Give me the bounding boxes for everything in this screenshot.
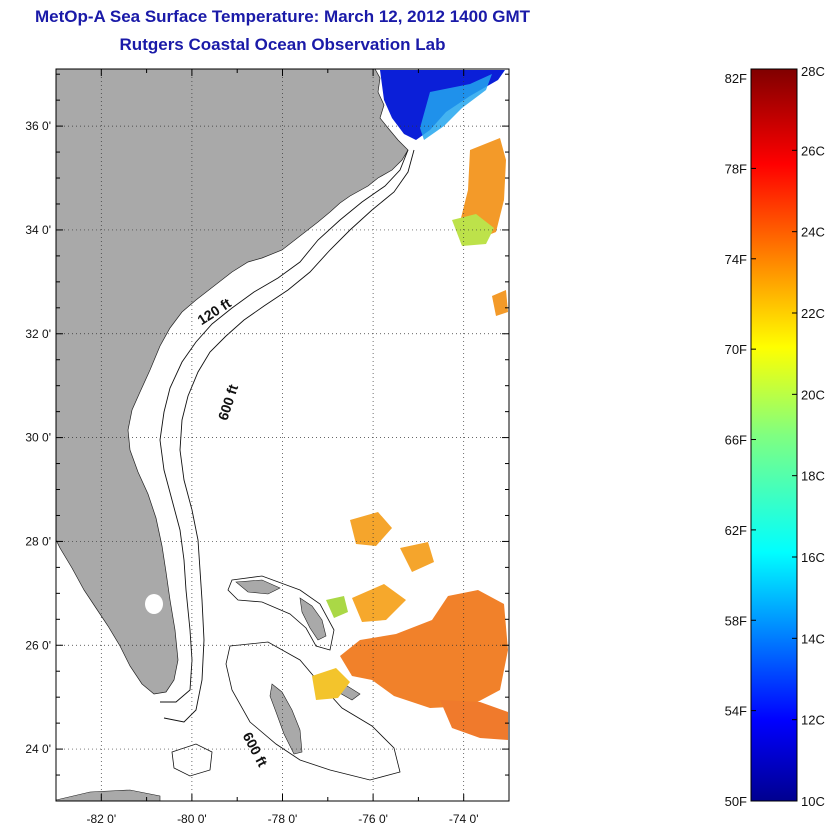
contour-120ft bbox=[159, 149, 409, 703]
sst-patch-orange-ne bbox=[460, 138, 506, 240]
contour-great-bahama-bank bbox=[225, 641, 401, 781]
contour-cay-sal bbox=[171, 743, 213, 777]
lat-tick-label: 34 0' bbox=[25, 223, 51, 237]
land-bahamas-grand bbox=[235, 579, 281, 595]
colorbar-label-f: 58F bbox=[725, 613, 747, 628]
lat-tick-label: 30 0' bbox=[25, 431, 51, 445]
colorbar-label-c: 14C bbox=[801, 631, 825, 646]
lat-tick-label: 28 0' bbox=[25, 534, 51, 548]
colorbar-label-c: 10C bbox=[801, 794, 825, 809]
land-bahamas-andros bbox=[269, 683, 303, 755]
lat-tick-label: 32 0' bbox=[25, 327, 51, 341]
map-subtitle: Rutgers Coastal Ocean Observation Lab bbox=[119, 35, 446, 54]
colorbar-label-f: 50F bbox=[725, 794, 747, 809]
lon-tick-label: -82 0' bbox=[86, 812, 116, 826]
map-title: MetOp-A Sea Surface Temperature: March 1… bbox=[34, 7, 531, 26]
colorbar-label-f: 74F bbox=[725, 252, 747, 267]
lat-tick-label: 24 0' bbox=[25, 742, 51, 756]
colorbar-gradient bbox=[750, 68, 798, 802]
colorbar-label-c: 18C bbox=[801, 469, 825, 484]
colorbar-label-f: 54F bbox=[725, 704, 747, 719]
colorbar-label-c: 12C bbox=[801, 713, 825, 728]
contour-600ft bbox=[163, 149, 415, 723]
colorbar-label-c: 24C bbox=[801, 225, 825, 240]
lon-tick-label: -76 0' bbox=[358, 812, 388, 826]
sst-patch-orange-south bbox=[440, 700, 508, 740]
colorbar-label-f: 66F bbox=[725, 433, 747, 448]
lon-tick-label: -80 0' bbox=[177, 812, 207, 826]
lon-tick-label: -78 0' bbox=[268, 812, 298, 826]
sst-patch-orange-scatter-2 bbox=[400, 542, 434, 572]
contour-label: 120 ft bbox=[194, 295, 234, 329]
sst-patch-orange-scatter-3 bbox=[352, 584, 406, 622]
colorbar-label-c: 22C bbox=[801, 306, 825, 321]
colorbar-label-c: 20C bbox=[801, 387, 825, 402]
lon-tick-label: -74 0' bbox=[449, 812, 479, 826]
lat-tick-label: 26 0' bbox=[25, 638, 51, 652]
colorbar-top-label-c: 28C bbox=[801, 64, 825, 79]
lat-tick-label: 36 0' bbox=[25, 119, 51, 133]
sst-patch-yellow-west bbox=[312, 668, 350, 700]
land-us-coast bbox=[56, 69, 409, 695]
contour-label: 600 ft bbox=[215, 382, 242, 422]
contour-bahamas-bank bbox=[227, 575, 335, 651]
sst-patch-cyan-north bbox=[420, 74, 492, 140]
colorbar-ticks: 78F 74F 70F 66F 62F 58F 54F 50F 26C 24C 22C 20C 18C 1… bbox=[725, 143, 825, 809]
land-bahamas-abaco bbox=[299, 597, 327, 641]
lake-okeechobee bbox=[145, 594, 163, 614]
sst-patch-orange-gulfstream bbox=[340, 590, 508, 708]
colorbar-label-c: 16C bbox=[801, 550, 825, 565]
map-axes: 36 0' 34 0' 32 0' 30 0' 28 0' 26 0' 24 0' -82 0… bbox=[25, 69, 510, 826]
colorbar-label-f: 70F bbox=[725, 342, 747, 357]
land-south-strip bbox=[56, 789, 161, 801]
colorbar-label-f: 78F bbox=[725, 161, 747, 176]
sst-patch-orange-east-small bbox=[492, 290, 508, 316]
sst-patch-green-se bbox=[326, 596, 348, 618]
colorbar-label-f: 62F bbox=[725, 523, 747, 538]
colorbar-label-c: 26C bbox=[801, 143, 825, 158]
sst-patch-orange-scatter-1 bbox=[350, 512, 392, 546]
colorbar-top-label-f: 82F bbox=[725, 71, 747, 86]
